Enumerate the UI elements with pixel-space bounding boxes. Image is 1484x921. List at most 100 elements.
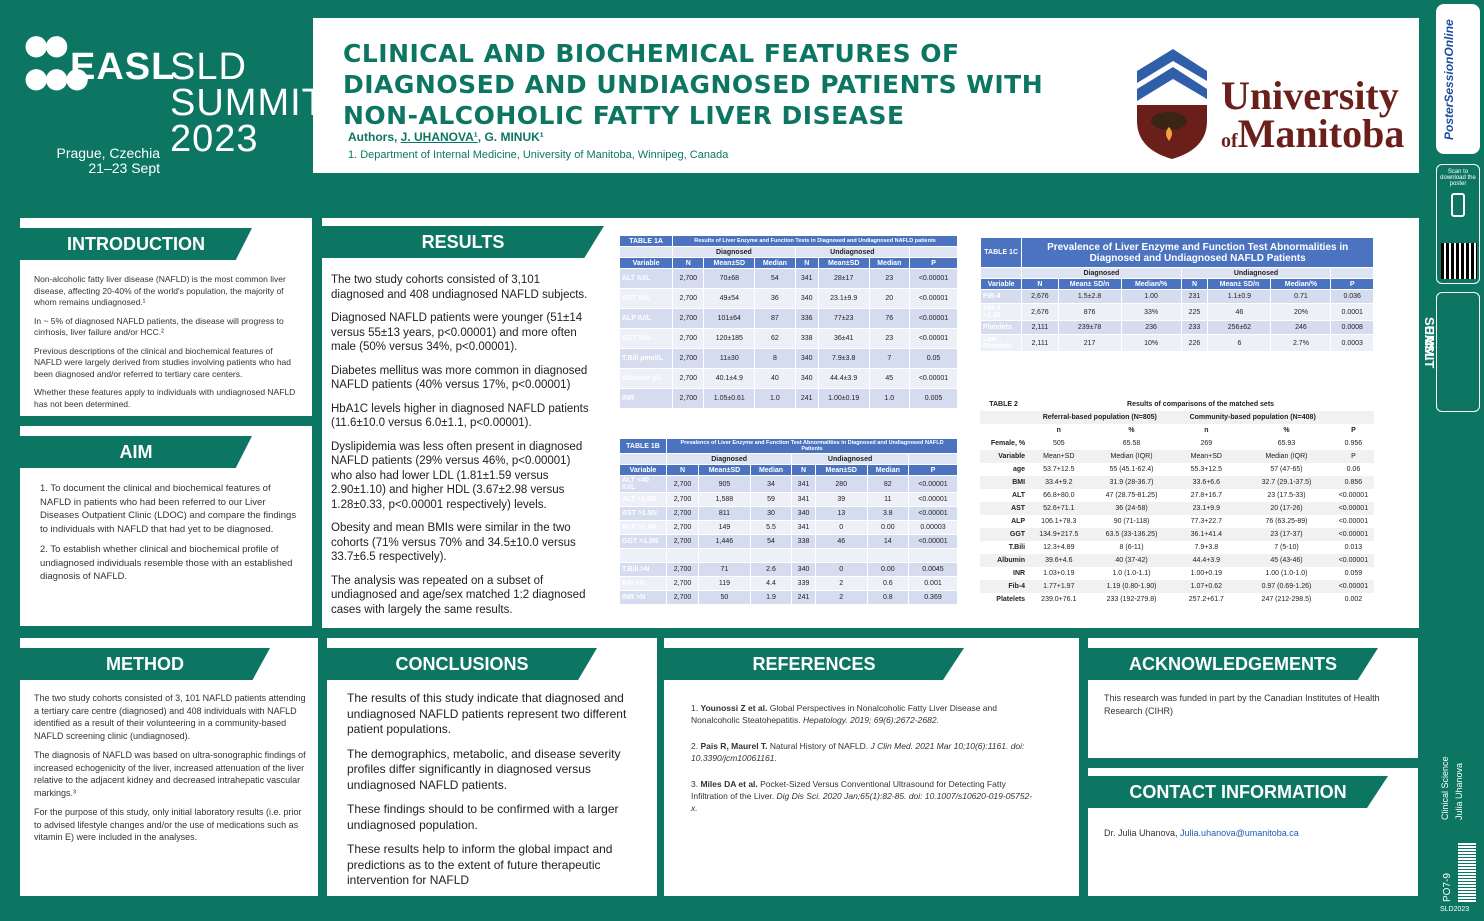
- university-place: Manitoba: [1237, 111, 1405, 156]
- table-cell: 2,700: [666, 534, 700, 549]
- qr-code-icon[interactable]: [1441, 243, 1477, 279]
- table-cell: 20: [868, 288, 911, 309]
- aim-heading: AIM: [20, 436, 252, 468]
- table-cell: 2,111: [1021, 334, 1059, 352]
- row-label: T.Bili >N: [618, 562, 668, 577]
- table-cell: 7.9+3.8: [1172, 541, 1241, 554]
- reference-title: Global Perspectives in Nonalcoholic Fatt…: [691, 703, 997, 725]
- table-cell: <0.00001: [1332, 528, 1374, 541]
- table-cell: 40: [754, 368, 796, 389]
- reference-journal: J Clin Med. 2021 Mar 10;10(6):1161. doi:…: [691, 741, 1025, 763]
- table-cell: 236: [1120, 320, 1182, 335]
- table-cell: <0.00001: [909, 308, 958, 329]
- author-1: J. UHANOVA¹: [400, 130, 478, 144]
- table-row: Female, % 505 65.58 269 65.93 0.956: [980, 437, 1374, 450]
- university-name: University ofManitoba: [1221, 76, 1405, 160]
- table-cell: 0.05: [909, 348, 958, 369]
- contact-panel: CONTACT INFORMATION Dr. Julia Uhanova, J…: [1088, 768, 1418, 896]
- table-cell: 0.0008: [1330, 320, 1374, 335]
- table-cell: 14: [866, 534, 909, 549]
- table-cell: [666, 548, 700, 563]
- side-strip: PosterSessionOnline Scan to download the…: [1422, 0, 1484, 921]
- table-cell: 149: [698, 520, 751, 535]
- table-cell: 2.7%: [1270, 334, 1332, 352]
- table-cell: 2,700: [666, 475, 700, 493]
- row-label: GGT >1.5N: [618, 534, 668, 549]
- reference-item: 3. Miles DA et al. Pocket-Sized Versus C…: [691, 778, 1036, 814]
- method-panel: METHOD The two study cohorts consisted o…: [20, 638, 318, 896]
- table-row: GGT >1.5N 2,700 1,446 54 338 46 14 <0.00001: [618, 534, 959, 549]
- table-cell: 54: [754, 268, 796, 289]
- table-row: FIB-4 >1.35 2,676 876 33% 225 46 20% 0.0001: [979, 303, 1374, 321]
- table-cell: 226: [1180, 334, 1209, 352]
- table-cell: 239±78: [1057, 320, 1122, 335]
- table-cell: 47 (28.75-81.25): [1090, 489, 1173, 502]
- table-cell: 1.00±0.19: [817, 388, 870, 409]
- scan-download-box[interactable]: Scan to download the poster: [1436, 164, 1480, 284]
- table-label: TABLE 1B: [618, 438, 668, 454]
- table-cell: [749, 548, 793, 563]
- table-cell: 257.2+61.7: [1172, 593, 1241, 606]
- table-cell: <0.00001: [907, 475, 959, 493]
- table-caption: Results of comparisons of the matched se…: [1027, 398, 1374, 411]
- group-header: Community-based population (N=408): [1172, 411, 1333, 424]
- table-header-row: Variable N Mean±SD Median N Mean±SD Median P: [618, 257, 958, 269]
- table-cell: 1,588: [698, 492, 751, 507]
- table-cell: 1.07+0.62: [1172, 580, 1241, 593]
- table-cell: 1.1±0.9: [1207, 289, 1272, 304]
- table-cell: 66.8+80.0: [1027, 489, 1091, 502]
- row-label: Female, %: [980, 437, 1028, 450]
- table-label: TABLE 1C: [979, 237, 1023, 268]
- poster-author: Julia Uhanova: [1454, 762, 1464, 820]
- table-cell: 1,446: [698, 534, 751, 549]
- column-header: Variable: [618, 464, 668, 476]
- column-header: Mean± SD/n: [1207, 278, 1272, 290]
- table-cell: <0.00001: [907, 506, 959, 521]
- table-cell: 3.8: [866, 506, 909, 521]
- reference-number: 2.: [691, 741, 701, 751]
- table-cell: 1.0: [868, 388, 911, 409]
- poster-session-online-logo[interactable]: PosterSessionOnline: [1436, 4, 1480, 154]
- table-cell: 6: [1207, 334, 1272, 352]
- column-header: P: [909, 257, 958, 269]
- bison-shield-icon: [1137, 49, 1207, 159]
- row-label: BMI: [980, 476, 1028, 489]
- intro-paragraph: Previous descriptions of the clinical an…: [34, 345, 292, 379]
- scan-text: Scan to download the poster: [1440, 169, 1476, 187]
- table-cell: Median (IQR): [1240, 450, 1333, 463]
- table-cell: 233: [1180, 320, 1209, 335]
- table-cell: <0.00001: [1332, 489, 1374, 502]
- table-header-row: Variable N Mean±SD Median N Mean±SD Median P: [618, 464, 959, 476]
- table-row: BMI 33.4+9.2 31.9 (28-36.7) 33.6+6.6 32.7 (2…: [980, 476, 1374, 489]
- table-row: INR 1.03+0.19 1.0 (1.0-1.1) 1.00+0.19 1.00 (…: [980, 567, 1374, 580]
- table-cell: 54: [749, 534, 793, 549]
- table-cell: <0.00001: [907, 534, 959, 549]
- table-cell: 77±23: [817, 308, 870, 329]
- row-label: FIB-4 >1.35: [979, 303, 1023, 321]
- table-cell: 1.77+1.97: [1027, 580, 1091, 593]
- table-cell: 23.1±9.9: [817, 288, 870, 309]
- table-cell: 1.00 (1.0-1.0): [1240, 567, 1333, 580]
- table-cell: 1.05±0.61: [703, 388, 756, 409]
- table-cell: 2,111: [1021, 320, 1059, 335]
- table-cell: 77.3+22.7: [1172, 515, 1241, 528]
- table-cell: 338: [794, 328, 819, 349]
- contact-email-link[interactable]: Julia.uhanova@umanitoba.ca: [1180, 828, 1299, 838]
- column-header: Mean±SD: [703, 257, 756, 269]
- table-cell: 340: [791, 506, 816, 521]
- method-heading: METHOD: [20, 648, 270, 680]
- column-header: Variable: [979, 278, 1023, 290]
- row-label: Fib-4: [980, 580, 1028, 593]
- row-label: Low Platelets: [979, 334, 1023, 352]
- table-cell: 0.002: [1332, 593, 1374, 606]
- row-label: Albumin g/L: [618, 368, 674, 389]
- table-row: ALP 106.1+78.3 90 (71-118) 77.3+22.7 76 (63.…: [980, 515, 1374, 528]
- table-cell: 40 (37-42): [1090, 554, 1173, 567]
- table-cell: 0.06: [1332, 463, 1374, 476]
- table-cell: 36: [754, 288, 796, 309]
- table-row: Albumin 39.6+4.6 40 (37-42) 44.4+3.9 45 (43-…: [980, 554, 1374, 567]
- table-cell: 33%: [1120, 303, 1182, 321]
- table-cell: 59: [749, 492, 793, 507]
- table-caption: Prevalence of Liver Enzyme and Function …: [1021, 237, 1374, 268]
- group-header: Diagnosed: [666, 453, 793, 465]
